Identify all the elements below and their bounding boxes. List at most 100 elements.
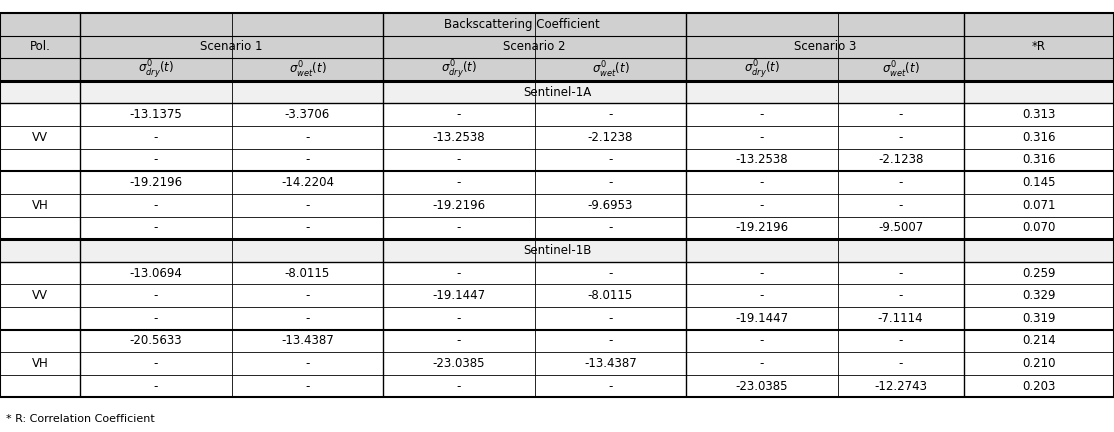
Text: -13.4387: -13.4387 [281, 334, 334, 347]
Text: $\sigma^0_{wet}(t)$: $\sigma^0_{wet}(t)$ [592, 60, 629, 79]
Text: -: - [457, 108, 461, 121]
Text: Sentinel-1B: Sentinel-1B [522, 244, 592, 257]
Bar [0, 35, 1114, 58]
Text: VH: VH [31, 199, 49, 212]
Text: -: - [305, 312, 310, 325]
Text: VV: VV [32, 131, 48, 144]
Text: 0.316: 0.316 [1022, 131, 1056, 144]
Text: -8.0115: -8.0115 [285, 267, 330, 280]
Text: -: - [608, 380, 613, 393]
Text: -12.2743: -12.2743 [874, 380, 927, 393]
Bar [0, 81, 1114, 103]
Text: -: - [760, 176, 764, 189]
Text: -8.0115: -8.0115 [588, 289, 633, 302]
Text: -19.2196: -19.2196 [735, 221, 789, 234]
Text: -: - [899, 334, 902, 347]
Text: -: - [760, 357, 764, 370]
Text: 0.210: 0.210 [1022, 357, 1056, 370]
Text: 0.145: 0.145 [1022, 176, 1056, 189]
Bar [0, 13, 1114, 397]
Text: -: - [760, 131, 764, 144]
Text: -: - [457, 312, 461, 325]
Text: 0.214: 0.214 [1022, 334, 1056, 347]
Text: * R: Correlation Coefficient: * R: Correlation Coefficient [6, 414, 155, 424]
Text: -13.1375: -13.1375 [129, 108, 183, 121]
Text: -19.2196: -19.2196 [432, 199, 486, 212]
Text: -19.2196: -19.2196 [129, 176, 183, 189]
Text: 0.071: 0.071 [1022, 199, 1056, 212]
Text: 0.070: 0.070 [1023, 221, 1055, 234]
Text: -23.0385: -23.0385 [735, 380, 789, 393]
Text: Pol.: Pol. [30, 40, 50, 54]
Text: -2.1238: -2.1238 [588, 131, 633, 144]
Text: -13.0694: -13.0694 [129, 267, 183, 280]
Text: -: - [457, 176, 461, 189]
Text: $\sigma^0_{dry}(t)$: $\sigma^0_{dry}(t)$ [138, 58, 174, 80]
Text: -9.6953: -9.6953 [588, 199, 633, 212]
Text: -: - [305, 380, 310, 393]
Text: 0.259: 0.259 [1022, 267, 1056, 280]
Text: -3.3706: -3.3706 [285, 108, 330, 121]
Text: -: - [154, 312, 158, 325]
Text: -: - [154, 131, 158, 144]
Text: $\sigma^0_{wet}(t)$: $\sigma^0_{wet}(t)$ [882, 60, 919, 79]
Text: -: - [608, 221, 613, 234]
Text: -: - [760, 334, 764, 347]
Text: -: - [154, 221, 158, 234]
Text: -19.1447: -19.1447 [432, 289, 486, 302]
Text: -19.1447: -19.1447 [735, 312, 789, 325]
Text: -: - [608, 176, 613, 189]
Text: -20.5633: -20.5633 [129, 334, 183, 347]
Text: -: - [305, 131, 310, 144]
Text: -7.1114: -7.1114 [878, 312, 924, 325]
Text: Backscattering Coefficient: Backscattering Coefficient [444, 18, 599, 31]
Text: -9.5007: -9.5007 [878, 221, 924, 234]
Text: $\sigma^0_{wet}(t)$: $\sigma^0_{wet}(t)$ [289, 60, 326, 79]
Text: *R: *R [1032, 40, 1046, 54]
Text: -2.1238: -2.1238 [878, 153, 924, 166]
Text: 0.203: 0.203 [1023, 380, 1055, 393]
Text: -: - [760, 108, 764, 121]
Text: -: - [154, 199, 158, 212]
Text: -: - [305, 221, 310, 234]
Text: -: - [154, 153, 158, 166]
Text: -: - [457, 267, 461, 280]
Text: -: - [457, 334, 461, 347]
Text: -: - [608, 312, 613, 325]
Text: 0.313: 0.313 [1023, 108, 1055, 121]
Text: -: - [760, 267, 764, 280]
Text: -: - [305, 153, 310, 166]
Text: -: - [154, 289, 158, 302]
Text: -14.2204: -14.2204 [281, 176, 334, 189]
Text: 0.316: 0.316 [1022, 153, 1056, 166]
Text: -: - [899, 289, 902, 302]
Text: -: - [608, 267, 613, 280]
Bar [0, 239, 1114, 262]
Text: $\sigma^0_{dry}(t)$: $\sigma^0_{dry}(t)$ [744, 58, 780, 80]
Text: -13.2538: -13.2538 [735, 153, 789, 166]
Text: Scenario 2: Scenario 2 [504, 40, 566, 54]
Text: 0.329: 0.329 [1022, 289, 1056, 302]
Text: -: - [760, 199, 764, 212]
Text: -: - [305, 357, 310, 370]
Text: -: - [899, 357, 902, 370]
Text: Scenario 1: Scenario 1 [201, 40, 263, 54]
Text: -: - [899, 108, 902, 121]
Text: -23.0385: -23.0385 [432, 357, 486, 370]
Text: -: - [457, 380, 461, 393]
Text: 0.319: 0.319 [1022, 312, 1056, 325]
Text: -: - [899, 199, 902, 212]
Text: VH: VH [31, 357, 49, 370]
Text: -: - [608, 108, 613, 121]
Text: -: - [899, 176, 902, 189]
Text: -: - [305, 199, 310, 212]
Text: -: - [899, 131, 902, 144]
Text: -: - [154, 380, 158, 393]
Text: -: - [457, 153, 461, 166]
Text: -: - [457, 221, 461, 234]
Text: -: - [154, 357, 158, 370]
Text: -: - [305, 289, 310, 302]
Text: VV: VV [32, 289, 48, 302]
Text: -: - [899, 267, 902, 280]
Text: $\sigma^0_{dry}(t)$: $\sigma^0_{dry}(t)$ [441, 58, 477, 80]
